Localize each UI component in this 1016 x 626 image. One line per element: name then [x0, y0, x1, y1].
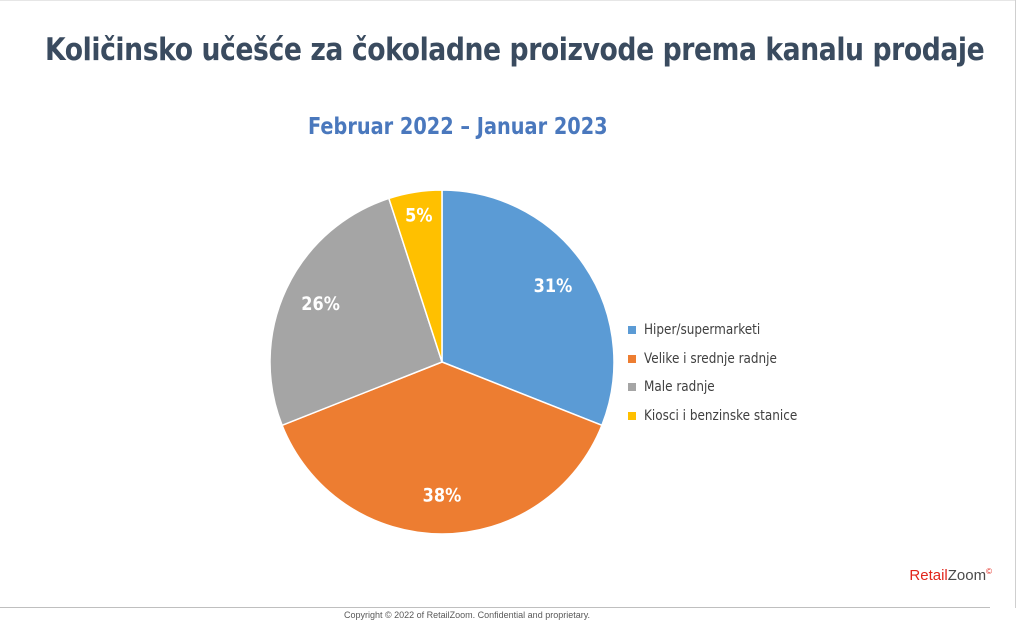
legend-item-kiosci-i-benzinske-stanice: Kiosci i benzinske stanice — [628, 402, 822, 431]
pie-slice-kiosci-i-benzinske-stanice — [387, 189, 443, 363]
pie-slice-male-radnje — [269, 197, 443, 427]
legend-swatch — [628, 326, 636, 335]
data-label-male-radnje: 26% — [301, 294, 340, 316]
top-border — [0, 0, 1016, 1]
data-label-kiosci-i-benzinske-stanice: 5% — [405, 205, 433, 227]
pie-slice-velike-i-srednje-radnje — [281, 361, 603, 535]
legend-swatch — [628, 411, 636, 420]
legend-item-male-radnje: Male radnje — [628, 373, 822, 402]
legend-label: Velike i srednje radnje — [644, 350, 777, 367]
legend-label: Hiper/supermarketi — [644, 322, 761, 339]
copyright-notice: Copyright © 2022 of RetailZoom. Confiden… — [343, 610, 591, 620]
legend-swatch — [628, 354, 636, 363]
chart-subtitle: Februar 2022 – Januar 2023 — [308, 114, 608, 140]
logo-mark: © — [986, 567, 992, 576]
pie-data-labels: 31% 38% 26% 5% — [301, 205, 572, 507]
retailzoom-logo: RetailZoom© — [909, 567, 992, 584]
data-label-hiper-supermarketi: 31% — [534, 276, 573, 298]
pie-slice-hiper-supermarketi — [441, 189, 615, 427]
page-title: Količinsko učešće za čokoladne proizvode… — [45, 32, 985, 68]
legend-item-velike-i-srednje-radnje: Velike i srednje radnje — [628, 345, 822, 374]
legend-swatch — [628, 383, 636, 392]
logo-retail-text: Retail — [909, 567, 948, 584]
pie-slices — [269, 189, 615, 535]
chart-legend: Hiper/supermarketi Velike i srednje radn… — [628, 316, 822, 430]
legend-label: Kiosci i benzinske stanice — [644, 407, 798, 424]
logo-zoom-text: Zoom — [947, 567, 987, 584]
legend-item-hiper-supermarketi: Hiper/supermarketi — [628, 316, 822, 345]
legend-label: Male radnje — [644, 379, 715, 396]
footer-divider — [0, 607, 990, 608]
data-label-velike-i-srednje-radnje: 38% — [423, 485, 462, 507]
